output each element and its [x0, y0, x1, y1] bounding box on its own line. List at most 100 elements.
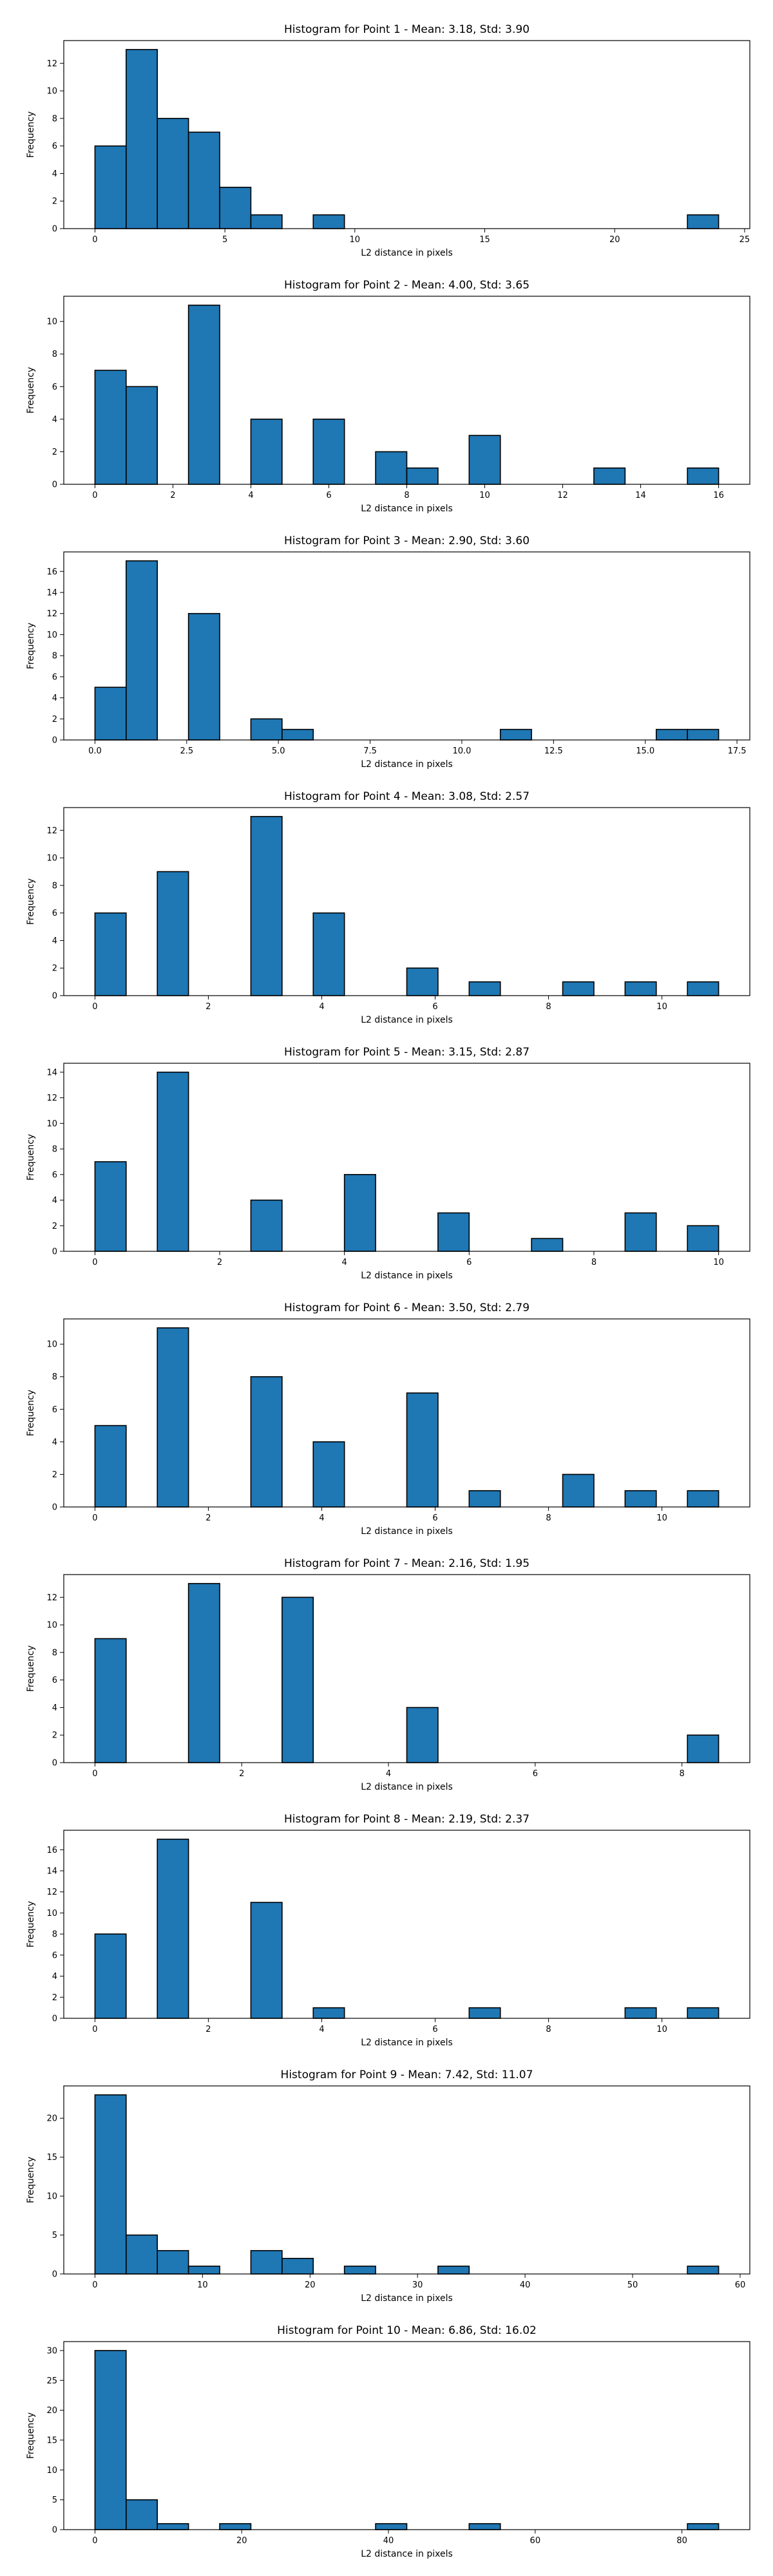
y-tick-label: 4: [52, 1437, 57, 1447]
histogram-bar: [687, 981, 720, 996]
chart-title: Histogram for Point 1 - Mean: 3.18, Std:…: [284, 23, 530, 36]
histogram-bar: [593, 467, 626, 485]
y-axis-label: Frequency: [26, 878, 36, 925]
x-tick-label: 2: [170, 491, 175, 500]
histogram-bar: [126, 560, 158, 741]
x-tick-label: 2: [239, 1769, 244, 1779]
histogram-bar: [187, 612, 220, 741]
histogram-bar: [468, 2523, 501, 2530]
y-tick-label: 14: [46, 588, 57, 598]
y-tick-label: 8: [52, 350, 57, 359]
histogram-bar: [312, 2007, 345, 2019]
x-tick-label: 8: [546, 1002, 551, 1012]
histogram-bar: [187, 131, 220, 229]
x-tick-label: 60: [735, 2280, 746, 2290]
y-axis-label: Frequency: [26, 111, 36, 158]
x-tick-label: 4: [386, 1769, 391, 1779]
x-axis-label: L2 distance in pixels: [361, 504, 453, 514]
y-tick-label: 8: [52, 114, 57, 124]
histogram-panel-4: Histogram for Point 4 - Mean: 3.08, Std:…: [26, 790, 750, 1025]
histogram-bar: [468, 435, 501, 485]
x-tick-label: 60: [530, 2536, 541, 2546]
x-tick-label: 10: [713, 1258, 724, 1267]
x-tick-label: 20: [609, 235, 620, 245]
x-tick-label: 10: [656, 1513, 667, 1523]
histogram-bar: [157, 118, 189, 229]
histogram-bar: [406, 1392, 439, 1508]
x-tick-label: 6: [432, 1002, 437, 1012]
x-tick-label: 2: [205, 1513, 211, 1523]
y-tick-label: 6: [52, 1405, 57, 1415]
y-axis-label: Frequency: [26, 2157, 36, 2203]
y-tick-label: 12: [46, 609, 57, 619]
histogram-panel-3: Histogram for Point 3 - Mean: 2.90, Std:…: [26, 535, 750, 770]
y-tick-label: 12: [46, 1593, 57, 1603]
axes-frame: [63, 40, 750, 229]
x-tick-label: 0: [92, 1002, 97, 1012]
x-tick-label: 6: [432, 1513, 437, 1523]
histogram-bar: [687, 1490, 720, 1508]
y-tick-label: 2: [52, 1993, 57, 2003]
x-axis-label: L2 distance in pixels: [361, 2293, 453, 2304]
y-tick-label: 2: [52, 1470, 57, 1480]
histogram-bar: [343, 2266, 376, 2275]
y-tick-label: 6: [52, 672, 57, 682]
histogram-bar: [687, 728, 720, 741]
x-tick-label: 0: [92, 2280, 97, 2290]
histogram-bar: [687, 2523, 720, 2530]
y-tick-label: 0: [52, 1503, 57, 1513]
histogram-bar: [187, 305, 220, 485]
y-tick-label: 4: [52, 169, 57, 179]
y-tick-label: 15: [46, 2153, 57, 2163]
y-axis-label: Frequency: [26, 1645, 36, 1692]
histogram-bar: [157, 1072, 189, 1252]
axes-frame: [63, 1063, 750, 1252]
chart-title: Histogram for Point 3 - Mean: 2.90, Std:…: [284, 535, 530, 547]
y-tick-label: 6: [52, 383, 57, 392]
x-tick-label: 0: [92, 2025, 97, 2034]
y-tick-label: 10: [46, 1340, 57, 1350]
x-tick-label: 4: [248, 491, 253, 500]
x-tick-label: 15: [479, 235, 490, 245]
axes-frame: [63, 1318, 750, 1508]
x-tick-label: 0: [92, 1258, 97, 1267]
histogram-bar: [406, 1707, 439, 1763]
x-tick-label: 8: [404, 491, 409, 500]
x-tick-label: 17.5: [728, 746, 747, 756]
histogram-bar: [687, 2266, 720, 2275]
x-axis-label: L2 distance in pixels: [361, 1015, 453, 1025]
x-tick-label: 8: [591, 1258, 596, 1267]
histogram-bar: [94, 1425, 127, 1508]
x-tick-label: 0: [92, 491, 97, 500]
y-tick-label: 20: [46, 2406, 57, 2416]
histogram-bar: [312, 1441, 345, 1508]
histogram-panel-2: Histogram for Point 2 - Mean: 4.00, Std:…: [26, 279, 750, 514]
chart-title: Histogram for Point 5 - Mean: 3.15, Std:…: [284, 1046, 530, 1059]
y-tick-label: 25: [46, 2376, 57, 2386]
x-axis-label: L2 distance in pixels: [361, 759, 453, 770]
histogram-bar: [468, 2007, 501, 2019]
x-tick-label: 5: [222, 235, 227, 245]
y-tick-label: 6: [52, 1170, 57, 1180]
y-tick-label: 4: [52, 1703, 57, 1713]
x-tick-label: 6: [533, 1769, 538, 1779]
histogram-bar: [687, 1225, 720, 1252]
x-tick-label: 6: [466, 1258, 472, 1267]
chart-title: Histogram for Point 10 - Mean: 6.86, Std…: [277, 2324, 537, 2337]
x-tick-label: 10: [656, 1002, 667, 1012]
x-tick-label: 4: [342, 1258, 347, 1267]
axes-frame: [63, 1830, 750, 2019]
histogram-bar: [219, 2523, 252, 2530]
histogram-bar: [406, 967, 439, 996]
histogram-bar: [187, 2266, 220, 2275]
histogram-bar: [250, 1199, 283, 1252]
y-tick-label: 0: [52, 1247, 57, 1257]
y-tick-label: 0: [52, 992, 57, 1001]
histogram-bar: [687, 2007, 720, 2019]
y-tick-label: 4: [52, 694, 57, 703]
x-tick-label: 30: [412, 2280, 423, 2290]
histogram-bar: [687, 467, 720, 485]
y-tick-label: 10: [46, 317, 57, 327]
histogram-bar: [499, 728, 532, 741]
histogram-panel-5: Histogram for Point 5 - Mean: 3.15, Std:…: [26, 1046, 750, 1281]
